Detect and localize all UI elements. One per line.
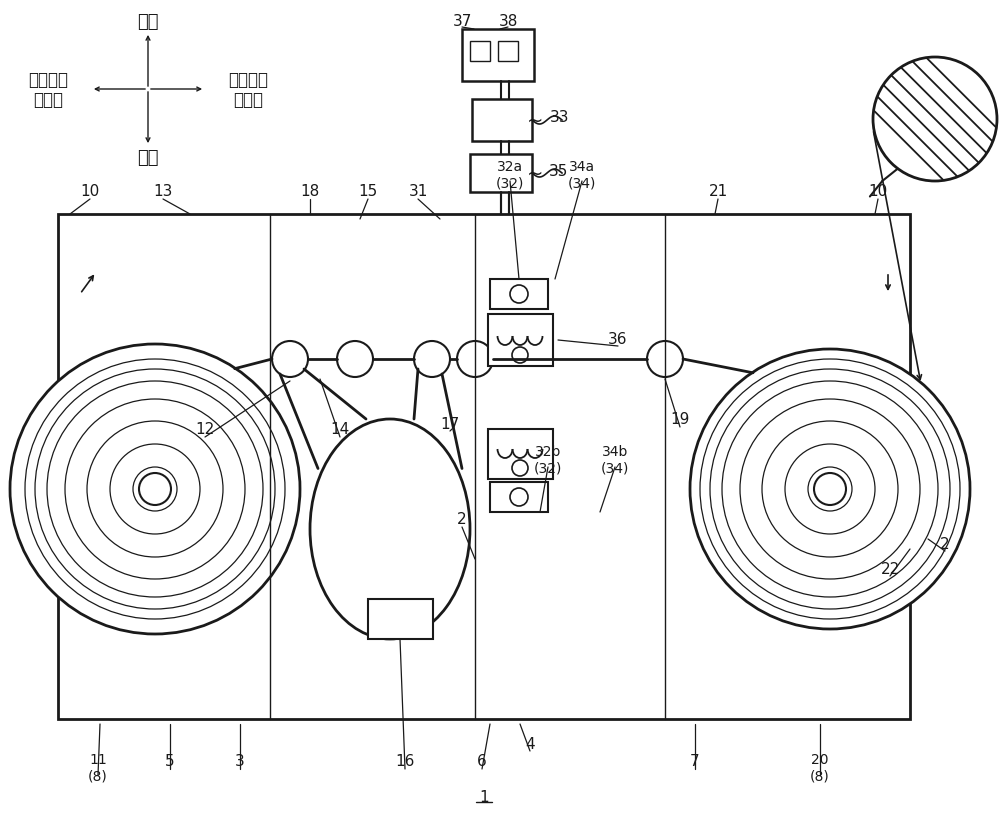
Bar bbox=[462, 30, 534, 82]
Circle shape bbox=[414, 342, 450, 378]
Text: 20
(8): 20 (8) bbox=[810, 752, 830, 782]
Bar bbox=[490, 279, 548, 310]
Ellipse shape bbox=[310, 419, 470, 639]
Circle shape bbox=[510, 286, 528, 304]
Circle shape bbox=[272, 342, 308, 378]
Bar bbox=[490, 482, 548, 513]
Text: 输送方向
上游侧: 输送方向 上游侧 bbox=[28, 70, 68, 109]
Text: 3: 3 bbox=[235, 753, 245, 768]
Circle shape bbox=[647, 342, 683, 378]
Bar bbox=[488, 314, 553, 367]
Text: 10: 10 bbox=[868, 184, 888, 199]
Text: 38: 38 bbox=[498, 15, 518, 29]
Text: 22: 22 bbox=[880, 562, 900, 577]
Bar bbox=[470, 42, 490, 62]
Circle shape bbox=[814, 473, 846, 505]
Text: 31: 31 bbox=[408, 184, 428, 199]
Text: 21: 21 bbox=[708, 184, 728, 199]
Circle shape bbox=[337, 342, 373, 378]
Circle shape bbox=[10, 345, 300, 634]
Text: 2: 2 bbox=[940, 536, 950, 552]
Text: 14: 14 bbox=[330, 422, 350, 437]
Text: 18: 18 bbox=[300, 184, 320, 199]
Bar bbox=[58, 215, 910, 719]
Text: 11
(8): 11 (8) bbox=[88, 752, 108, 782]
Text: 下侧: 下侧 bbox=[137, 149, 159, 167]
Text: ~: ~ bbox=[527, 111, 543, 130]
Circle shape bbox=[139, 473, 171, 505]
Text: 36: 36 bbox=[608, 332, 628, 347]
Text: 16: 16 bbox=[395, 753, 415, 768]
Circle shape bbox=[510, 488, 528, 506]
Circle shape bbox=[690, 350, 970, 629]
Text: 上侧: 上侧 bbox=[137, 13, 159, 31]
Text: 33: 33 bbox=[550, 111, 570, 125]
Text: 6: 6 bbox=[477, 753, 487, 768]
Text: 5: 5 bbox=[165, 753, 175, 768]
Circle shape bbox=[512, 347, 528, 364]
Text: 7: 7 bbox=[690, 753, 700, 768]
Text: ~: ~ bbox=[527, 165, 543, 183]
Circle shape bbox=[873, 58, 997, 182]
Bar bbox=[472, 100, 532, 142]
Text: 35: 35 bbox=[548, 165, 568, 179]
Circle shape bbox=[457, 342, 493, 378]
Bar bbox=[498, 42, 518, 62]
Text: 15: 15 bbox=[358, 184, 378, 199]
Text: 2: 2 bbox=[457, 512, 467, 527]
Bar bbox=[368, 600, 433, 639]
Circle shape bbox=[512, 460, 528, 477]
Text: 1: 1 bbox=[479, 790, 489, 804]
Bar bbox=[470, 155, 532, 192]
Text: 32a
(32): 32a (32) bbox=[496, 160, 524, 190]
Text: 34b
(34): 34b (34) bbox=[601, 445, 629, 474]
Text: 输送方向
下游侧: 输送方向 下游侧 bbox=[228, 70, 268, 109]
Bar bbox=[488, 429, 553, 479]
Text: 34a
(34): 34a (34) bbox=[568, 160, 596, 190]
Text: 17: 17 bbox=[440, 417, 460, 432]
Text: 4: 4 bbox=[525, 736, 535, 752]
Text: 10: 10 bbox=[80, 184, 100, 199]
Text: 19: 19 bbox=[670, 412, 690, 427]
Text: 32b
(32): 32b (32) bbox=[534, 445, 562, 474]
Text: 37: 37 bbox=[452, 15, 472, 29]
Text: 13: 13 bbox=[153, 184, 173, 199]
Text: 12: 12 bbox=[195, 422, 215, 437]
